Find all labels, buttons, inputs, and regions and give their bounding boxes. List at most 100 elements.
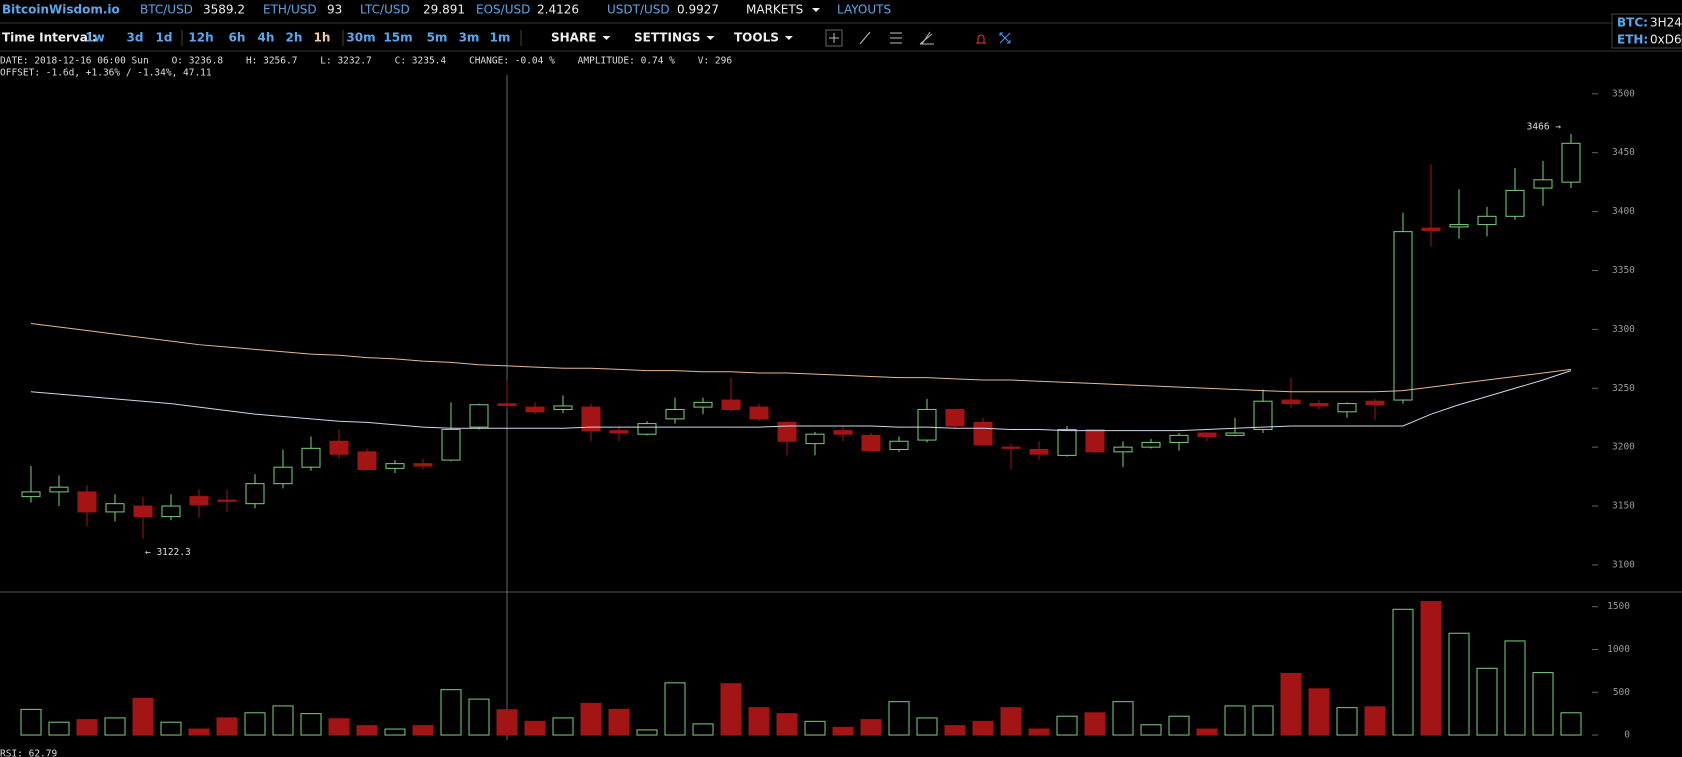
interval[interactable]: 3m <box>459 31 480 45</box>
volume-bar <box>20 708 42 736</box>
volume-bar <box>188 728 210 736</box>
ticker-price: 93 <box>327 3 342 17</box>
toolbar-menu[interactable]: SHARE <box>551 31 596 45</box>
volume-bar <box>1420 601 1442 736</box>
candle-body <box>1001 446 1021 449</box>
interval[interactable]: 30m <box>346 31 375 45</box>
y-tick-label: 3500 <box>1612 88 1635 99</box>
ticker-pair[interactable]: USDT/USD <box>607 3 670 17</box>
candle-body <box>637 423 657 435</box>
dropdown-arrow <box>784 36 793 40</box>
account-label: BTC: <box>1617 16 1648 30</box>
volume-bar <box>1224 705 1246 736</box>
toolbar-menu[interactable]: SETTINGS <box>634 31 701 45</box>
volume-bar <box>1056 715 1078 736</box>
y-tick-label: 3150 <box>1612 501 1635 512</box>
dropdown-arrow <box>706 36 715 40</box>
volume-bar <box>804 720 826 736</box>
candle-body <box>1309 403 1329 407</box>
interval[interactable]: 15m <box>383 31 412 45</box>
candle-body <box>245 483 265 505</box>
interval[interactable]: 12h <box>188 31 213 45</box>
menu[interactable]: LAYOUTS <box>837 3 891 17</box>
icon[interactable] <box>919 31 934 45</box>
moving-average <box>30 322 1572 393</box>
interval[interactable]: 1d <box>156 31 173 45</box>
candle-body <box>1337 403 1357 413</box>
candle-body <box>189 496 209 506</box>
volume-bar <box>1336 707 1358 736</box>
interval[interactable]: 1m <box>490 31 511 45</box>
icon[interactable] <box>976 34 986 44</box>
moving-average <box>30 370 1572 432</box>
account-box <box>1611 13 1682 49</box>
brand[interactable]: BitcoinWisdom.io <box>2 3 120 17</box>
candle-body <box>441 428 461 461</box>
candle-body <box>581 406 601 432</box>
toolbar-menu[interactable]: TOOLS <box>734 31 779 45</box>
volume-bar <box>860 719 882 736</box>
volume-bar <box>1504 640 1526 736</box>
y-tick-label: 3100 <box>1612 559 1635 570</box>
icon[interactable] <box>890 32 902 44</box>
icon[interactable] <box>999 32 1011 44</box>
volume-bar <box>356 725 378 736</box>
candle-body <box>1561 142 1581 183</box>
candle-body <box>1169 434 1189 443</box>
candle-body <box>1505 189 1525 217</box>
toolbar-label: Time Interval: <box>2 31 97 45</box>
icon <box>829 33 839 43</box>
account-value: 0xD68 <box>1650 33 1682 47</box>
volume-bar <box>1280 672 1302 736</box>
indicator-label: RSI: 62.79 <box>0 749 57 757</box>
interval[interactable]: 1w <box>85 31 104 45</box>
candle-body <box>1281 399 1301 405</box>
candle-body <box>1225 432 1245 436</box>
candle-body <box>945 408 965 427</box>
candle-body <box>77 491 97 513</box>
interval[interactable]: 4h <box>258 31 275 45</box>
candle-body <box>861 434 881 452</box>
volume-bar <box>440 689 462 736</box>
ticker-pair[interactable]: EOS/USD <box>476 3 530 17</box>
candle-body <box>525 406 545 413</box>
volume-bar <box>1560 712 1582 736</box>
volume-bar <box>664 682 686 736</box>
candle-body <box>721 399 741 410</box>
candle-body <box>1365 400 1385 406</box>
interval[interactable]: 1h <box>314 31 331 45</box>
y2-tick-label: 1000 <box>1607 644 1630 655</box>
candle-body <box>665 408 685 420</box>
candle-body <box>973 421 993 446</box>
candle-body <box>749 406 769 420</box>
candle-body <box>1421 227 1441 231</box>
ticker-pair[interactable]: LTC/USD <box>360 3 410 17</box>
candle-body <box>357 451 377 471</box>
volume-bar <box>496 709 518 736</box>
volume-bar <box>944 725 966 736</box>
volume-bar <box>1140 724 1162 736</box>
y2-tick-label: 0 <box>1624 730 1630 741</box>
volume-bar <box>748 707 770 736</box>
ticker-pair[interactable]: BTC/USD <box>140 3 193 17</box>
candle-body <box>917 408 937 441</box>
volume-bar <box>1308 688 1330 736</box>
volume-bar <box>524 720 546 736</box>
y2-tick-label: 500 <box>1613 687 1630 698</box>
volume-bar <box>384 728 406 736</box>
interval[interactable]: 2h <box>286 31 303 45</box>
volume-bar <box>888 701 910 736</box>
ticker-pair[interactable]: ETH/USD <box>263 3 317 17</box>
icon[interactable] <box>859 31 871 45</box>
interval[interactable]: 3d <box>127 31 144 45</box>
candle-body <box>693 401 713 408</box>
candle-body <box>1449 224 1469 228</box>
volume-bar <box>692 723 714 736</box>
interval[interactable]: 6h <box>229 31 246 45</box>
volume-bar <box>160 721 182 736</box>
volume-bar <box>1168 715 1190 736</box>
icon[interactable] <box>825 29 843 47</box>
interval[interactable]: 5m <box>427 31 448 45</box>
menu[interactable]: MARKETS <box>746 3 803 17</box>
